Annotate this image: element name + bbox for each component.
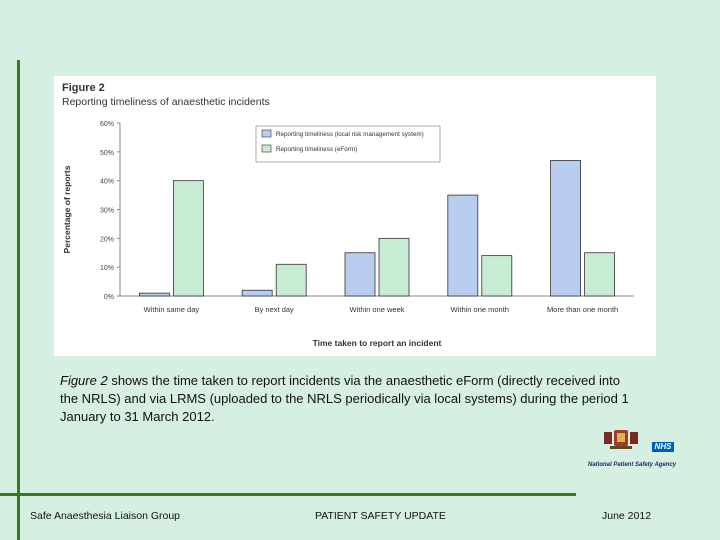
x-tick-label: By next day — [255, 305, 294, 314]
bar-lrms — [344, 252, 376, 297]
footer-group-name: Safe Anaesthesia Liaison Group — [30, 510, 181, 522]
bar-eform — [481, 255, 513, 297]
x-tick-label: Within one month — [451, 305, 509, 314]
legend-label: Reporting timeliness (eForm) — [276, 146, 357, 153]
bar-eform — [584, 252, 615, 297]
left-accent-bar — [17, 60, 20, 540]
x-axis-label: Time taken to report an incident — [313, 338, 442, 348]
footer-divider — [0, 493, 576, 496]
y-tick-label: 20% — [100, 236, 114, 243]
caption-lead: Figure 2 — [60, 373, 108, 388]
y-tick-label: 10% — [100, 265, 114, 272]
y-tick-label: 40% — [100, 179, 114, 186]
bar-lrms — [139, 292, 170, 297]
bar-lrms — [241, 289, 273, 297]
bar-eform — [275, 263, 307, 297]
bar-eform — [173, 180, 204, 297]
coat-of-arms-icon — [604, 430, 674, 452]
caption-body: shows the time taken to report incidents… — [60, 373, 629, 424]
footer-title: PATIENT SAFETY UPDATE — [315, 510, 446, 522]
caption: Figure 2 shows the time taken to report … — [60, 372, 640, 426]
legend-box — [255, 125, 441, 163]
figure-title: Reporting timeliness of anaesthetic inci… — [62, 96, 270, 108]
x-tick-label: More than one month — [547, 305, 618, 314]
y-tick-label: 0% — [104, 294, 114, 301]
npsa-logo: NHS National Patient Safety Agency — [588, 428, 680, 474]
figure-label: Figure 2 — [62, 82, 105, 94]
legend-label: Reporting timeliness (local risk managem… — [276, 131, 424, 138]
bar-eform — [378, 237, 410, 297]
y-axis-label: Percentage of reports — [62, 165, 72, 253]
y-tick-label: 50% — [100, 150, 114, 157]
y-tick-label: 60% — [100, 121, 114, 128]
bar-lrms — [447, 194, 479, 297]
bar-chart: 0% 10% 20% 30% 40% 50% 60% Percentage of report… — [62, 121, 634, 348]
footer-date: June 2012 — [602, 510, 652, 522]
x-tick-label: Within one week — [349, 305, 404, 314]
legend-swatch — [261, 129, 272, 138]
x-tick-label: Within same day — [144, 305, 200, 314]
y-tick-label: 30% — [100, 208, 114, 215]
nhs-badge: NHS — [654, 442, 672, 451]
bar-lrms — [550, 160, 582, 297]
agency-name: National Patient Safety Agency — [588, 462, 677, 468]
legend-swatch — [261, 144, 272, 153]
